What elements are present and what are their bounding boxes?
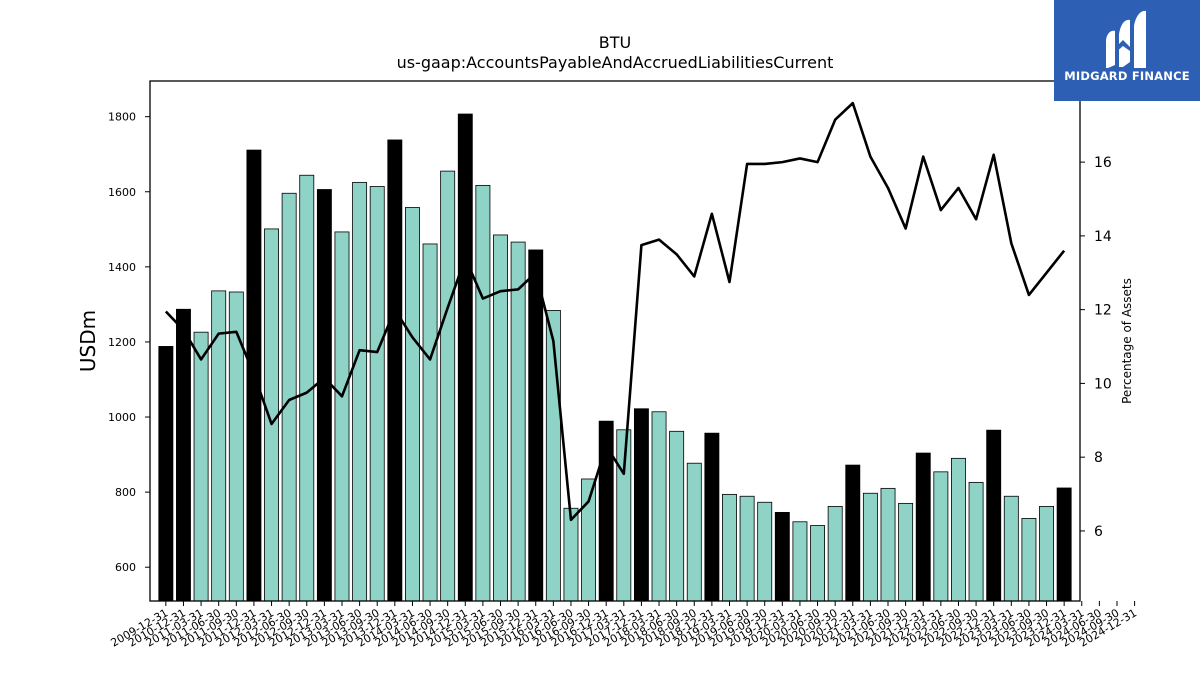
bar bbox=[722, 493, 737, 602]
brand-name: MIDGARD FINANCE bbox=[1064, 69, 1190, 83]
bar bbox=[457, 113, 473, 602]
bar bbox=[422, 243, 438, 602]
bar bbox=[810, 525, 826, 602]
bar bbox=[228, 291, 244, 602]
bar bbox=[845, 464, 861, 602]
bar bbox=[404, 207, 420, 602]
plot-frame bbox=[149, 80, 1081, 602]
y-axis-left: 600 800 1000 1200 1400 1600 1800 bbox=[108, 111, 150, 574]
chart-subtitle: us-gaap:AccountsPayableAndAccruedLiabili… bbox=[397, 53, 834, 72]
y-tick-label: 800 bbox=[115, 486, 136, 499]
y-tick-label: 1800 bbox=[108, 111, 136, 124]
bar bbox=[739, 495, 755, 602]
bar bbox=[563, 507, 579, 602]
bar bbox=[387, 139, 403, 602]
bar bbox=[951, 457, 966, 602]
bar bbox=[651, 411, 667, 602]
line-series bbox=[164, 101, 1066, 522]
y-axis-label: USDm bbox=[76, 310, 100, 372]
pct-assets-line bbox=[164, 101, 1066, 522]
bar bbox=[334, 231, 350, 602]
bar bbox=[686, 462, 702, 602]
bar bbox=[792, 521, 808, 602]
brand-logo: MIDGARD FINANCE bbox=[1054, 0, 1200, 101]
bar bbox=[968, 481, 984, 602]
y2-tick-label: 8 bbox=[1094, 450, 1103, 466]
bar bbox=[158, 346, 174, 602]
y-axis-right: 6 8 10 12 14 16 bbox=[1080, 155, 1112, 540]
bar bbox=[528, 249, 544, 602]
bar bbox=[1039, 505, 1054, 602]
bar bbox=[915, 452, 931, 602]
y2-axis-label: Percentage of Assets bbox=[1120, 278, 1134, 404]
y-tick-label: 1200 bbox=[108, 336, 136, 349]
y2-tick-label: 16 bbox=[1094, 155, 1112, 171]
bar bbox=[757, 501, 773, 602]
bar bbox=[616, 429, 632, 602]
y-tick-label: 1400 bbox=[108, 261, 136, 274]
bar bbox=[633, 408, 649, 602]
bar bbox=[176, 308, 191, 602]
bar bbox=[898, 502, 914, 602]
bar bbox=[369, 186, 385, 602]
y-tick-label: 1600 bbox=[108, 186, 136, 199]
y2-tick-label: 14 bbox=[1094, 229, 1112, 245]
bar bbox=[704, 432, 720, 602]
bar bbox=[316, 189, 332, 602]
y2-tick-label: 12 bbox=[1094, 303, 1112, 319]
y2-tick-label: 10 bbox=[1094, 376, 1112, 392]
bar bbox=[475, 184, 491, 602]
bar bbox=[862, 492, 878, 602]
y-tick-label: 600 bbox=[115, 561, 136, 574]
bar bbox=[827, 505, 843, 602]
bar bbox=[264, 228, 279, 602]
midgard-m-logo-icon bbox=[1106, 10, 1146, 69]
bar bbox=[933, 471, 949, 602]
bar bbox=[440, 170, 456, 602]
bar bbox=[880, 487, 896, 602]
bar bbox=[352, 181, 368, 602]
bar bbox=[211, 290, 227, 602]
bar bbox=[510, 241, 526, 602]
bar bbox=[1003, 495, 1019, 602]
bar bbox=[1021, 518, 1037, 602]
x-axis: 2009-12-312010-12-312011-03-312011-06-30… bbox=[108, 601, 1139, 650]
y2-tick-label: 6 bbox=[1094, 524, 1103, 540]
chart-title: BTU bbox=[599, 33, 631, 52]
bar bbox=[193, 331, 209, 602]
bar bbox=[669, 430, 685, 602]
y-tick-label: 1000 bbox=[108, 411, 136, 424]
bar bbox=[1056, 487, 1072, 602]
bar bbox=[774, 511, 790, 602]
bar bbox=[986, 429, 1002, 602]
